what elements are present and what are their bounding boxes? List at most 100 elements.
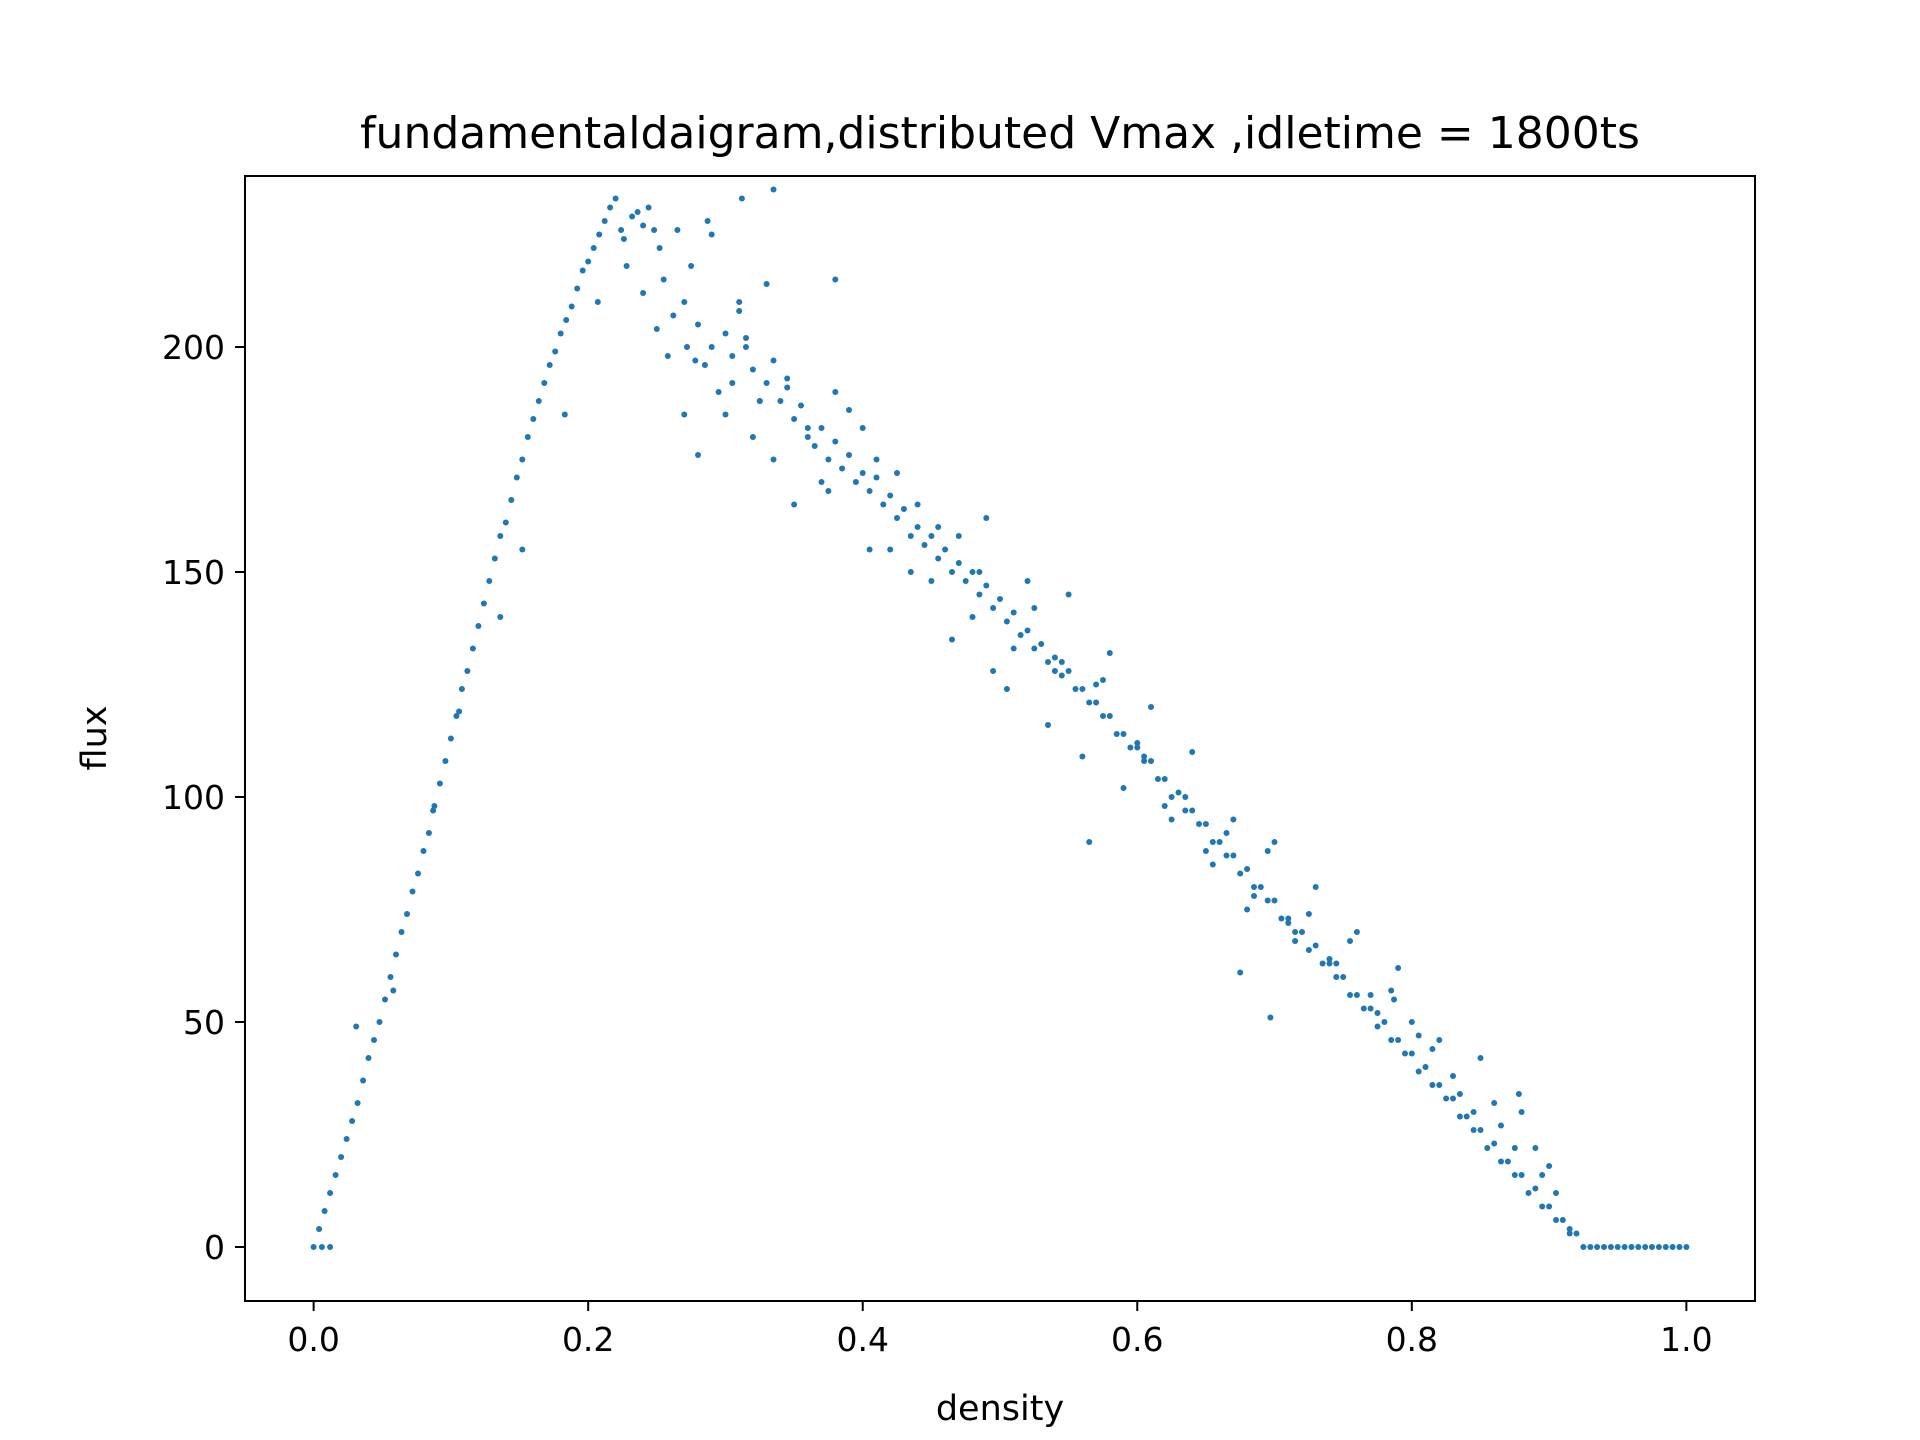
data-point	[1580, 1244, 1587, 1250]
data-point	[1237, 870, 1244, 877]
data-point	[338, 1154, 345, 1160]
data-point	[1305, 947, 1312, 953]
data-point	[464, 668, 471, 674]
data-point	[332, 1172, 339, 1178]
data-point	[873, 456, 880, 463]
data-point	[480, 600, 487, 607]
data-point	[1045, 659, 1051, 665]
data-point	[935, 524, 942, 530]
data-point	[1532, 1185, 1539, 1192]
data-point	[618, 227, 625, 233]
data-point	[1223, 852, 1230, 859]
data-point	[756, 398, 763, 404]
data-point	[907, 533, 914, 539]
data-point	[825, 456, 832, 463]
data-point	[497, 533, 504, 539]
data-point	[1113, 731, 1120, 737]
data-point	[1209, 861, 1216, 868]
data-point	[969, 614, 976, 620]
data-point	[674, 227, 681, 233]
data-point	[670, 312, 677, 319]
data-point	[990, 668, 997, 674]
data-point	[1127, 744, 1134, 751]
data-point	[546, 362, 553, 368]
data-point	[1148, 758, 1154, 764]
x-tick-label: 1.0	[1660, 1320, 1712, 1359]
data-point	[1267, 1014, 1274, 1021]
data-point	[1353, 992, 1360, 998]
x-tick-label: 0.6	[1111, 1320, 1163, 1359]
data-point	[1251, 893, 1257, 899]
data-point	[1312, 942, 1319, 949]
data-point	[1148, 704, 1154, 710]
data-point	[1305, 911, 1312, 917]
data-point	[1292, 929, 1299, 935]
data-point	[1271, 839, 1278, 845]
data-point	[1628, 1244, 1635, 1250]
data-point	[811, 443, 818, 449]
data-point	[640, 222, 647, 229]
data-point	[1669, 1244, 1676, 1250]
data-point	[1607, 1244, 1614, 1250]
data-point	[928, 533, 935, 539]
data-point	[1415, 1068, 1422, 1075]
data-point	[1209, 839, 1216, 845]
data-point	[1024, 578, 1031, 584]
data-point	[1120, 785, 1127, 791]
y-axis-ticks: 0 50 100 150 200	[162, 328, 245, 1267]
y-tick-label: 200	[162, 328, 225, 367]
data-point	[873, 474, 880, 481]
data-point	[1106, 650, 1113, 656]
data-point	[969, 569, 976, 575]
data-point	[1347, 938, 1353, 944]
data-point	[804, 434, 811, 440]
data-point	[1662, 1244, 1669, 1250]
data-point	[955, 533, 962, 539]
data-point	[1168, 816, 1175, 823]
data-point	[376, 1019, 383, 1025]
data-point	[530, 416, 537, 422]
data-point	[1642, 1244, 1649, 1250]
data-point	[563, 317, 570, 323]
data-point	[1223, 830, 1230, 836]
data-point	[1106, 713, 1113, 719]
data-point	[1333, 974, 1340, 980]
data-point	[976, 569, 983, 575]
data-point	[1161, 776, 1168, 782]
data-point	[535, 398, 542, 404]
data-point	[763, 380, 770, 386]
data-point	[832, 276, 839, 283]
data-point	[1635, 1244, 1642, 1250]
y-tick-label: 50	[183, 1003, 225, 1042]
data-point	[983, 515, 990, 521]
data-point	[743, 344, 749, 350]
data-point	[1391, 996, 1397, 1003]
data-point	[653, 326, 660, 332]
data-point	[839, 465, 846, 472]
data-point	[431, 803, 438, 809]
data-point	[736, 308, 743, 314]
data-point	[846, 407, 852, 413]
data-point	[486, 578, 493, 584]
data-point	[749, 434, 756, 440]
data-point	[1086, 839, 1093, 845]
data-point	[1216, 839, 1223, 845]
data-point	[1161, 803, 1168, 809]
data-point	[1621, 1244, 1628, 1250]
data-point	[1484, 1145, 1491, 1151]
data-point	[743, 335, 749, 341]
data-point	[660, 276, 667, 283]
data-point	[1388, 1037, 1395, 1043]
x-axis-label: density	[936, 1389, 1064, 1429]
data-point	[1182, 807, 1189, 814]
data-point	[1196, 821, 1202, 827]
data-point	[681, 299, 688, 305]
data-point	[894, 470, 900, 476]
data-point	[1257, 884, 1264, 890]
data-point	[692, 357, 699, 364]
data-point	[804, 425, 811, 431]
data-point	[623, 263, 630, 269]
data-point	[955, 560, 962, 566]
data-point	[1477, 1127, 1484, 1133]
